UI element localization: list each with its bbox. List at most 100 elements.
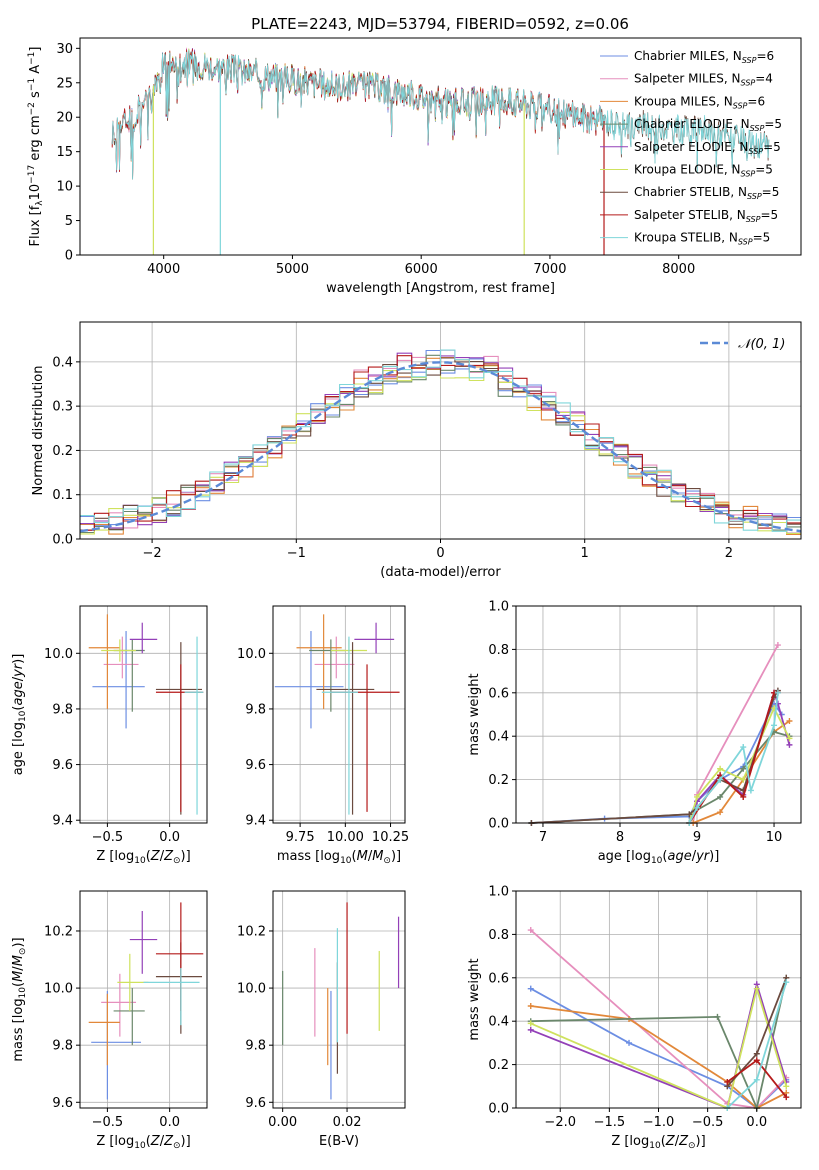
- y-tick-label: 9.8: [245, 702, 266, 717]
- x-tick-label: 9.75: [286, 830, 315, 845]
- panel-weight-vs-age: 7 8 9 10 0.0 0.2 0.4 0.6 0.8 1.0 age [log10(age/yr…: [467, 600, 802, 866]
- weight-line: [688, 691, 778, 824]
- plot-area: [79, 349, 802, 536]
- weight-marker: [527, 927, 534, 934]
- panel-age-vs-Z: −0.5 0.0 9.4 9.6 9.8 10.0 Z [log10(Z/Z⊙)] age […: [11, 605, 208, 866]
- weight-marker: [714, 1013, 721, 1020]
- y-tick-label: 10.0: [237, 647, 266, 662]
- x-tick-label: 8: [616, 830, 624, 845]
- x-axis-label: Z [log10(Z/Z⊙)]: [611, 1134, 705, 1151]
- panel-weight-vs-Z: −2.0 −1.5 −1.0 −0.5 0.0 0.0 0.2 0.4 0.6 0.8 1.0 Z […: [467, 885, 802, 1151]
- legend-entry: Chabrier ELODIE, NSSP=5: [634, 117, 782, 133]
- y-tick-label: 10: [56, 180, 73, 195]
- plot-area: [528, 642, 793, 826]
- x-axis-label: age [log10(age/yr)]: [598, 849, 720, 866]
- y-tick-label: 10.2: [237, 924, 266, 939]
- y-tick-label: 9.4: [52, 814, 73, 829]
- x-tick-label: 6000: [405, 262, 438, 277]
- axes-frame: [79, 37, 802, 256]
- y-tick-label: 0.4: [488, 1015, 509, 1030]
- y-tick-label: 0.6: [488, 971, 509, 986]
- panel-mass-vs-Z: −0.5 0.0 9.6 9.8 10.0 10.2 Z [log10(Z/Z⊙)] mass…: [11, 890, 208, 1151]
- weight-marker: [740, 776, 747, 783]
- panel-spectrum: 4000 5000 6000 7000 8000 0 5 10 15 20 25 30 waveleng…: [27, 37, 802, 296]
- x-tick-label: 10.00: [327, 830, 364, 845]
- weight-line: [531, 690, 779, 824]
- legend-entry: 𝒩(0, 1): [738, 337, 785, 352]
- y-tick-label: 9.8: [245, 1039, 266, 1054]
- x-tick-label: −2.0: [544, 1115, 576, 1130]
- weight-marker: [753, 985, 760, 992]
- y-tick-label: 0.1: [52, 488, 73, 503]
- weight-marker: [686, 811, 693, 818]
- x-tick-label: 2: [725, 546, 733, 561]
- x-tick-label: −1.0: [643, 1115, 675, 1130]
- x-axis-label: Z [log10(Z/Z⊙)]: [96, 849, 190, 866]
- y-tick-label: 10.0: [44, 647, 73, 662]
- weight-marker: [774, 689, 781, 696]
- x-tick-label: 0: [436, 546, 444, 561]
- x-tick-label: −1.5: [594, 1115, 626, 1130]
- plot-area: [88, 902, 204, 1100]
- legend-entry: Salpeter STELIB, NSSP=5: [634, 208, 778, 224]
- weight-marker: [740, 765, 747, 772]
- x-tick-label: −2: [143, 546, 162, 561]
- weight-line: [530, 985, 788, 1110]
- y-tick-label: 15: [56, 145, 73, 160]
- x-axis-label: mass [log10(M/M⊙)]: [277, 849, 401, 866]
- weight-marker: [694, 804, 701, 811]
- weight-marker: [527, 1026, 534, 1033]
- normal-curve: [79, 361, 802, 533]
- y-tick-label: 9.6: [245, 758, 266, 773]
- x-tick-label: −0.5: [692, 1115, 724, 1130]
- y-tick-label: 10.0: [237, 982, 266, 997]
- y-tick-label: 0.3: [52, 400, 73, 415]
- x-tick-label: 0.00: [268, 1115, 297, 1130]
- y-tick-label: 30: [56, 42, 73, 57]
- x-tick-label: 0.0: [159, 830, 180, 845]
- x-tick-label: −0.5: [92, 830, 124, 845]
- plot-area: [282, 902, 400, 1100]
- y-tick-label: 0.4: [52, 355, 73, 370]
- y-tick-label: 0.2: [488, 1058, 509, 1073]
- weight-marker: [783, 979, 790, 986]
- weight-marker: [717, 793, 724, 800]
- y-tick-label: 20: [56, 111, 73, 126]
- weight-line: [688, 705, 791, 824]
- y-tick-label: 5: [65, 214, 73, 229]
- panel-mass-vs-EBV: 0.00 0.02 9.6 9.8 10.0 10.2 E(B-V): [237, 890, 406, 1149]
- x-tick-label: 9: [693, 830, 701, 845]
- x-tick-label: 0.02: [333, 1115, 362, 1130]
- weight-marker: [783, 1083, 790, 1090]
- y-tick-label: 10.2: [44, 924, 73, 939]
- x-tick-label: 0.0: [746, 1115, 767, 1130]
- y-axis-label: Normed distribution: [31, 366, 46, 496]
- y-tick-label: 0.4: [488, 730, 509, 745]
- y-tick-label: 0.6: [488, 686, 509, 701]
- x-tick-label: 8000: [662, 262, 695, 277]
- weight-marker: [753, 1057, 760, 1064]
- weight-marker: [783, 1094, 790, 1101]
- plot-area: [527, 927, 790, 1111]
- legend-entry: Kroupa MILES, NSSP=6: [634, 94, 765, 110]
- x-tick-label: 5000: [276, 262, 309, 277]
- y-tick-label: 9.4: [245, 814, 266, 829]
- weight-marker: [753, 1076, 760, 1083]
- panel-age-vs-mass: 9.75 10.00 10.25 9.4 9.6 9.8 10.0 mass [log10(M…: [237, 605, 409, 866]
- y-tick-label: 1.0: [488, 885, 509, 900]
- weight-line: [531, 701, 783, 824]
- weight-marker: [786, 735, 793, 742]
- y-tick-label: 0: [65, 249, 73, 264]
- plot-area: [88, 614, 204, 815]
- y-tick-label: 0.2: [488, 773, 509, 788]
- x-tick-label: 4000: [147, 262, 180, 277]
- weight-marker: [747, 787, 754, 794]
- y-tick-label: 9.6: [52, 1096, 73, 1111]
- x-tick-label: 7: [539, 830, 547, 845]
- x-tick-label: −1: [287, 546, 306, 561]
- axes-frame: [515, 890, 802, 1109]
- y-tick-label: 25: [56, 76, 73, 91]
- weight-marker: [527, 985, 534, 992]
- axes-frame: [515, 605, 802, 824]
